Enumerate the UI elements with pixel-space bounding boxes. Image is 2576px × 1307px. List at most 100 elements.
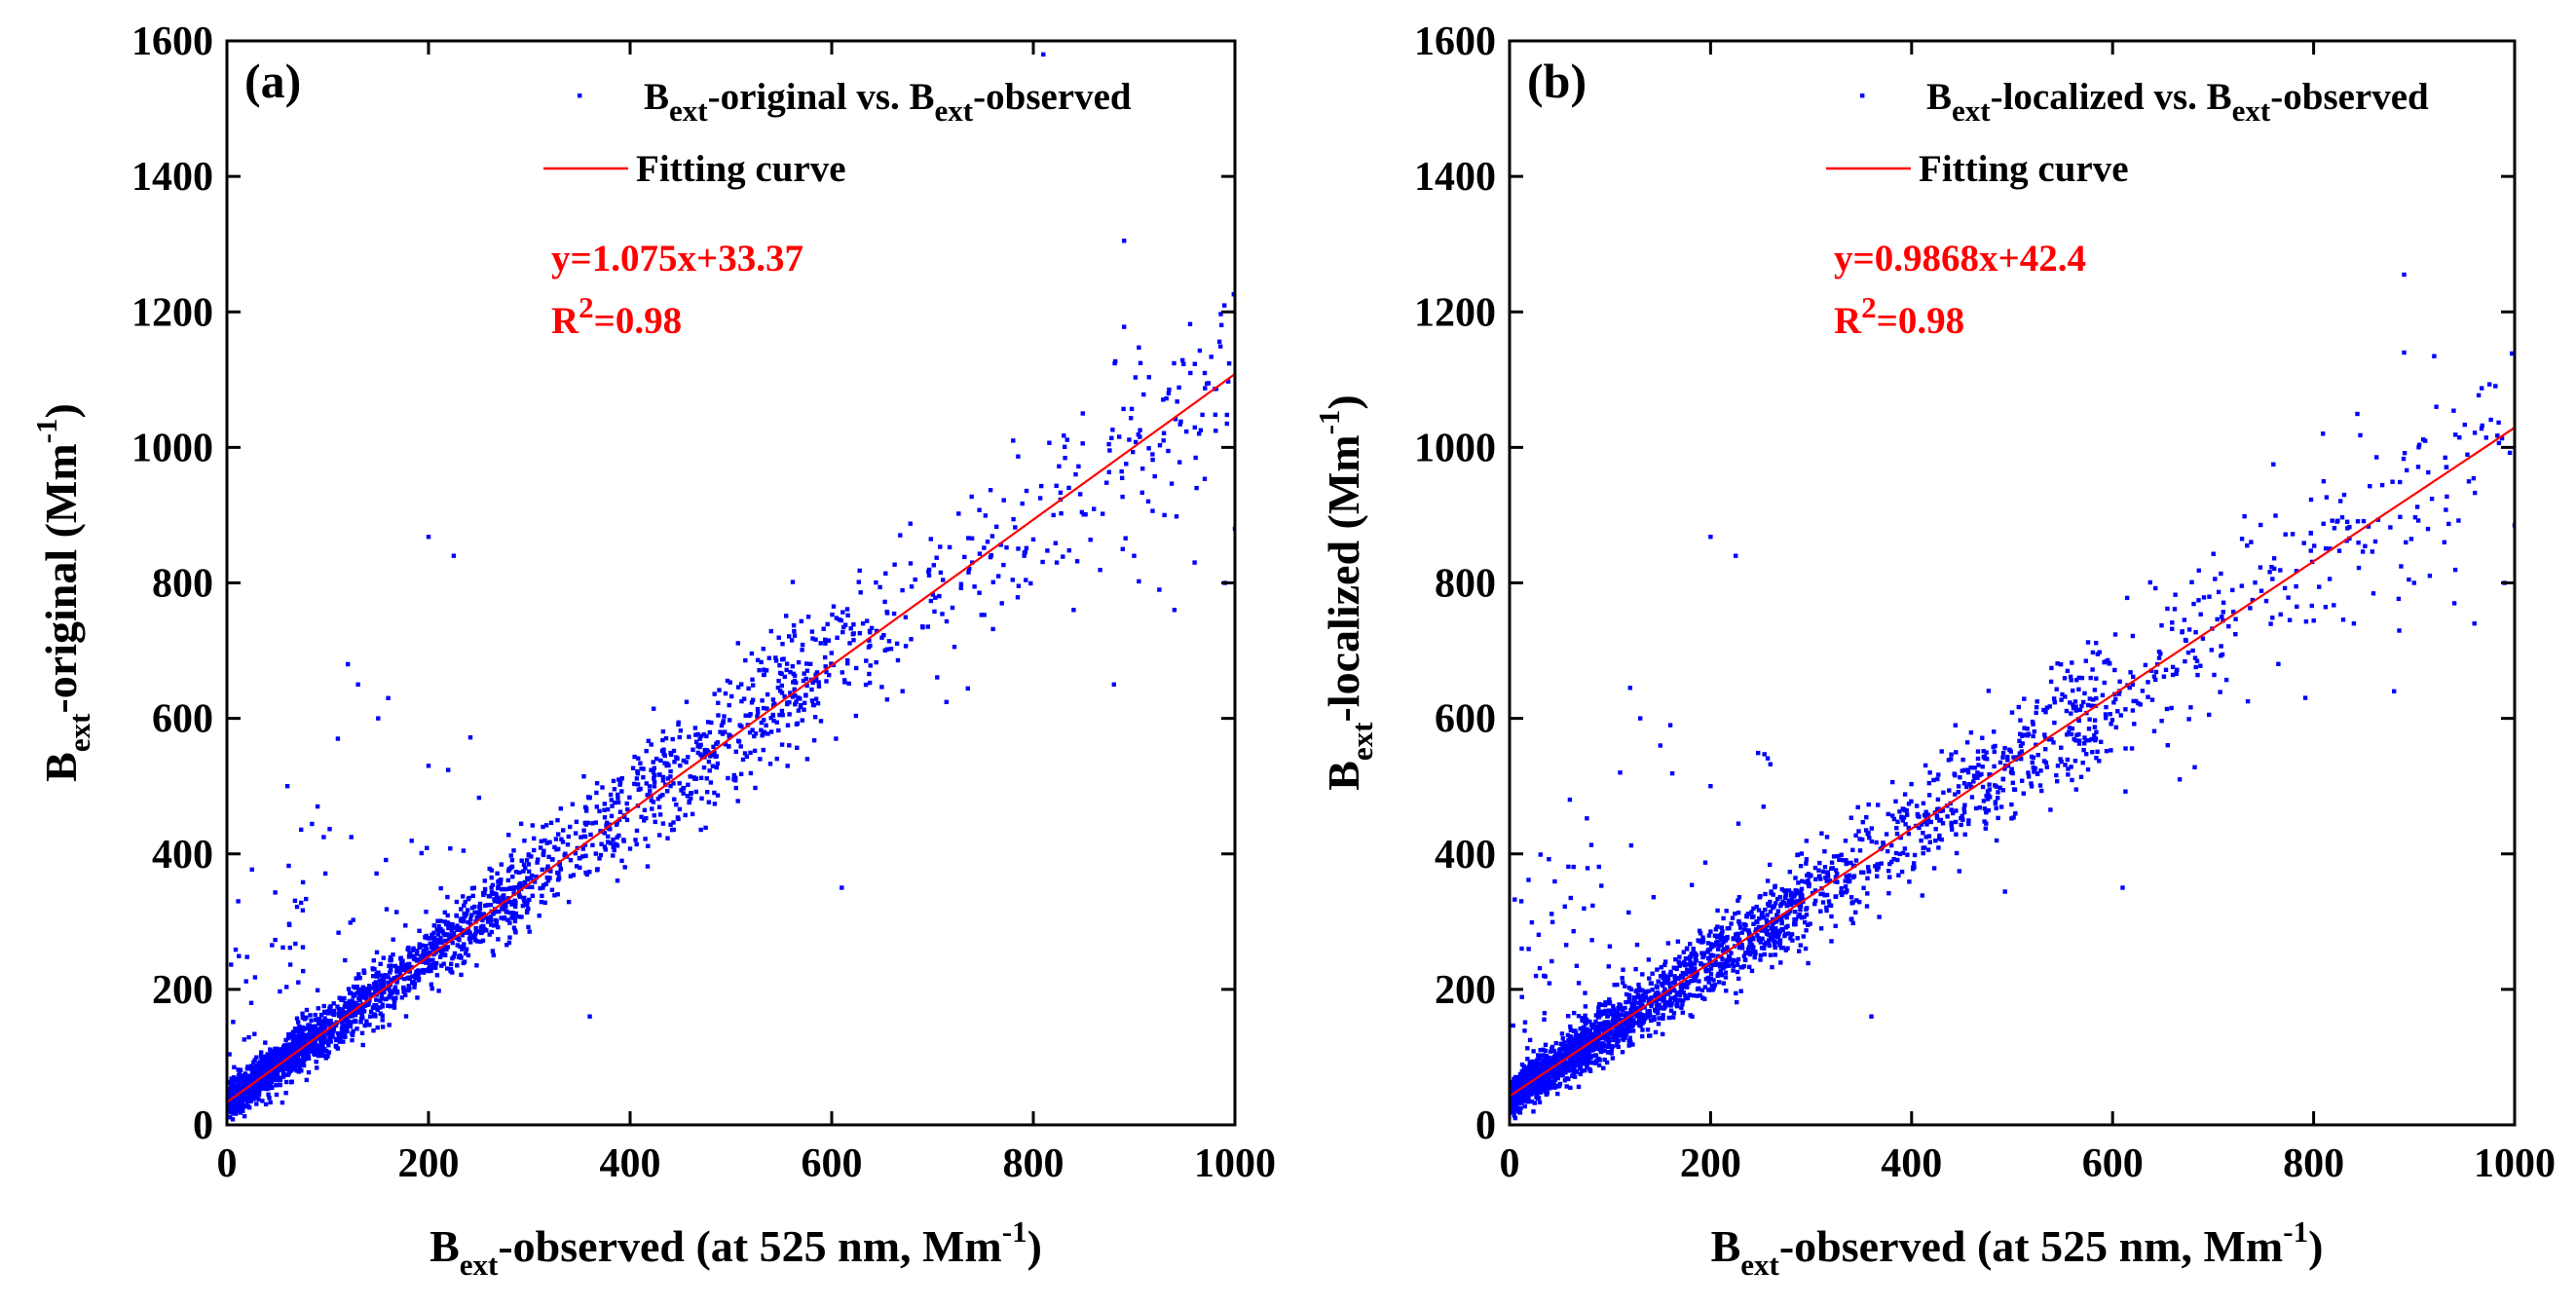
data-point <box>738 771 744 776</box>
data-point <box>392 1001 397 1006</box>
data-point <box>366 998 372 1003</box>
data-point <box>437 954 443 959</box>
data-point <box>2104 716 2109 721</box>
data-point <box>280 1072 286 1078</box>
data-point <box>742 751 748 756</box>
data-point <box>316 1048 321 1053</box>
data-point <box>2248 606 2253 611</box>
data-point <box>840 670 844 675</box>
data-point <box>719 723 725 728</box>
data-point <box>2462 422 2467 428</box>
data-point <box>415 949 420 953</box>
data-point <box>874 659 878 665</box>
data-point <box>530 884 535 890</box>
data-point <box>348 1006 353 1011</box>
data-point <box>1751 906 1756 911</box>
data-point <box>1756 750 1761 756</box>
data-point <box>1742 927 1747 932</box>
data-point <box>1174 514 1179 519</box>
data-point <box>668 822 673 827</box>
data-point <box>496 884 501 889</box>
data-point <box>462 903 467 908</box>
data-point <box>590 842 595 847</box>
data-point <box>2426 469 2431 475</box>
data-point <box>314 1060 318 1064</box>
data-point <box>1040 559 1045 565</box>
data-point <box>520 903 526 909</box>
data-point <box>707 768 712 773</box>
data-point <box>1983 826 1988 831</box>
data-point <box>860 621 866 626</box>
data-point <box>254 1063 259 1068</box>
data-point <box>386 695 391 700</box>
data-point <box>748 770 754 776</box>
data-point <box>660 774 666 780</box>
data-point <box>1585 866 1590 871</box>
data-point <box>513 870 519 875</box>
data-point <box>423 944 429 949</box>
data-point <box>1768 762 1773 766</box>
data-point <box>834 736 839 741</box>
data-point <box>1575 1034 1581 1039</box>
data-point <box>1146 375 1151 380</box>
data-point <box>292 1047 297 1053</box>
data-point <box>261 1078 266 1084</box>
data-point <box>356 972 361 977</box>
data-point <box>268 1100 273 1105</box>
data-point <box>722 714 727 719</box>
data-point <box>513 911 519 916</box>
data-point <box>2258 565 2263 570</box>
data-point <box>582 804 588 809</box>
data-point <box>1898 835 1903 840</box>
data-point <box>686 755 691 760</box>
data-point <box>635 771 641 776</box>
data-point <box>271 1058 276 1063</box>
data-point <box>2339 515 2345 520</box>
data-point <box>1921 831 1925 836</box>
data-point <box>611 853 616 858</box>
data-point <box>301 1053 306 1059</box>
data-point <box>935 675 940 680</box>
data-point <box>1580 1018 1585 1023</box>
data-point <box>844 607 850 612</box>
data-point <box>1109 435 1114 440</box>
data-point <box>796 708 802 713</box>
data-point <box>292 1045 297 1050</box>
data-point <box>521 862 527 868</box>
data-point <box>1796 880 1801 885</box>
data-point <box>587 870 592 875</box>
data-point <box>290 1060 295 1064</box>
data-point <box>1961 781 1967 786</box>
data-point <box>1926 834 1932 839</box>
data-point <box>1661 1013 1665 1018</box>
data-point <box>2018 718 2023 723</box>
data-point <box>2026 731 2032 736</box>
data-point <box>568 824 573 830</box>
data-point <box>599 841 604 846</box>
data-point <box>449 936 454 941</box>
data-point <box>689 796 693 801</box>
data-point <box>243 1072 248 1077</box>
data-point <box>2066 772 2071 777</box>
data-point <box>491 952 496 957</box>
data-point <box>467 929 471 934</box>
data-point <box>1200 412 1205 418</box>
data-point <box>429 968 433 974</box>
data-point <box>351 1028 355 1033</box>
data-point <box>2425 526 2431 532</box>
data-point <box>1531 1049 1536 1054</box>
data-point <box>462 942 467 947</box>
data-point <box>1731 936 1736 941</box>
data-point <box>1071 608 1076 613</box>
data-point <box>278 1077 283 1082</box>
data-point <box>436 923 441 929</box>
data-point <box>1813 898 1818 904</box>
data-point <box>2088 675 2093 681</box>
data-point <box>2231 610 2236 615</box>
data-point <box>594 781 600 786</box>
data-point <box>1752 954 1757 960</box>
data-point <box>489 929 494 935</box>
data-point <box>1655 967 1660 972</box>
data-point <box>507 867 512 872</box>
data-point <box>548 820 554 825</box>
